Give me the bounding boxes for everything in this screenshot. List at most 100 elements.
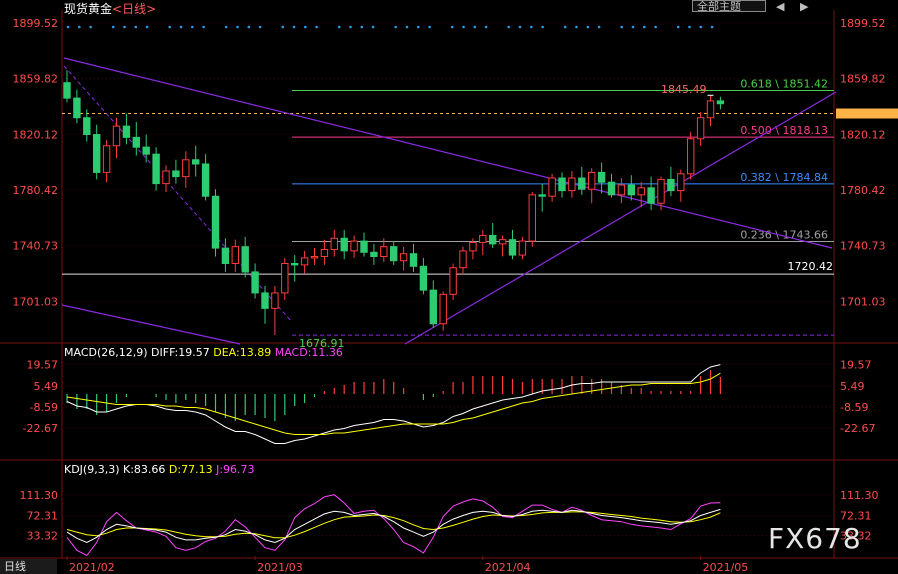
candle-body <box>291 263 299 266</box>
marker-dot <box>145 25 149 29</box>
candle-body <box>409 253 418 267</box>
candle-body <box>657 178 665 204</box>
marker-dot <box>179 25 183 29</box>
marker-dot <box>315 25 318 29</box>
candle-body <box>479 234 487 243</box>
candle-body <box>102 145 111 173</box>
candle-body <box>498 239 507 245</box>
marker-dot <box>258 25 262 29</box>
marker-dot <box>292 25 296 29</box>
marker-dot <box>563 25 567 29</box>
marker-dot <box>518 25 522 29</box>
candle-body <box>122 125 131 138</box>
candle-body <box>696 117 705 140</box>
candle-body <box>439 293 447 325</box>
kdj-legend-d: D:77.13 <box>168 463 213 476</box>
candle-body <box>429 289 438 325</box>
candle-body <box>419 265 428 291</box>
y-tick-label: 1859.82 <box>13 73 59 86</box>
marker-dot <box>89 25 92 29</box>
x-tick-label: 2021/03 <box>257 561 303 574</box>
marker-dot <box>473 25 477 29</box>
candle-body <box>300 257 309 266</box>
y-tick-label-right: 1780.42 <box>840 184 886 197</box>
macd-dea-line <box>66 372 721 435</box>
marker-dot <box>405 25 409 29</box>
candle-body <box>281 263 289 294</box>
marker-dot <box>597 25 601 29</box>
marker-dot <box>631 25 635 29</box>
macd-legend-macd: MACD:11.36 <box>274 346 343 359</box>
y-tick-label-right: 1740.73 <box>840 240 886 253</box>
candle-body <box>162 170 170 185</box>
candle-body <box>152 153 160 185</box>
low-label: 1676.91 <box>299 337 345 350</box>
candle-body <box>558 177 566 192</box>
trend-line-lower <box>61 304 241 345</box>
period-tab[interactable]: 日线 <box>0 559 57 574</box>
candle-body <box>706 100 715 119</box>
y-tick-label: 1780.42 <box>13 184 59 197</box>
candle-body <box>538 194 546 197</box>
y-tick-label: 1740.73 <box>13 240 59 253</box>
y-tick-label-right: 33.32 <box>840 530 872 543</box>
marker-dot <box>484 25 488 29</box>
candle-body <box>231 246 240 265</box>
watermark-logo: FX678 <box>768 522 862 555</box>
candle-body <box>568 177 576 192</box>
kdj-legend: KDJ(9,3,3) K:83.66 D:77.13 J:96.73 <box>64 463 255 476</box>
candle-body <box>677 173 685 192</box>
x-tick-label: 2021/02 <box>69 561 115 574</box>
y-tick-label: 33.32 <box>27 530 59 543</box>
candle-body <box>370 251 378 257</box>
marker-dot <box>428 25 431 29</box>
kdj-legend-j: J:96.73 <box>216 463 255 476</box>
candle-body <box>112 125 121 147</box>
marker-dot <box>394 25 398 29</box>
candle-body <box>241 246 249 273</box>
macd-legend-title: MACD(26,12,9) <box>64 346 148 359</box>
y-tick-label: -8.59 <box>30 401 58 414</box>
y-tick-label-right: -8.59 <box>840 401 868 414</box>
y-tick-label: 5.49 <box>34 380 59 393</box>
current-price-tag <box>836 108 898 119</box>
candle-body <box>211 195 220 249</box>
y-tick-label-right: 111.30 <box>840 489 879 502</box>
candle-body <box>271 292 279 309</box>
y-tick-label: 1899.52 <box>13 17 59 30</box>
candle-body <box>330 237 339 250</box>
y-tick-label-right: -22.67 <box>840 422 875 435</box>
marker-dot <box>66 25 70 29</box>
marker-dot <box>371 25 375 29</box>
marker-dot <box>168 25 171 29</box>
marker-dot <box>224 25 228 29</box>
y-tick-label-right: 1820.12 <box>840 128 886 141</box>
marker-dot <box>462 25 465 29</box>
marker-dot <box>337 25 341 29</box>
y-tick-label: 72.31 <box>27 509 59 522</box>
candle-body <box>172 170 180 178</box>
marker-dot <box>688 25 691 29</box>
next-arrow-icon[interactable]: ▶ <box>800 0 809 13</box>
candle-body <box>182 159 190 178</box>
trend-line-up <box>404 91 837 345</box>
marker-dot <box>699 25 703 29</box>
candle-body <box>528 194 536 242</box>
marker-dot <box>507 25 511 29</box>
candle-body <box>667 178 675 192</box>
candle-body <box>132 136 141 148</box>
macd-diff-line <box>66 364 721 444</box>
fib-label: 0.618 \ 1851.42 <box>740 78 828 91</box>
topic-dropdown[interactable]: 全部主题 <box>692 0 766 13</box>
prev-arrow-icon[interactable]: ◀ <box>776 0 785 13</box>
x-tick-label: 2021/04 <box>485 561 531 574</box>
candle-body <box>320 248 329 257</box>
candle-body <box>310 255 319 259</box>
marker-dot <box>710 25 714 29</box>
y-tick-label: 19.57 <box>27 359 59 372</box>
y-tick-label-right: 1701.03 <box>840 295 886 308</box>
candle-body <box>647 187 655 204</box>
candle-body <box>548 177 556 197</box>
marker-dot <box>643 25 646 29</box>
